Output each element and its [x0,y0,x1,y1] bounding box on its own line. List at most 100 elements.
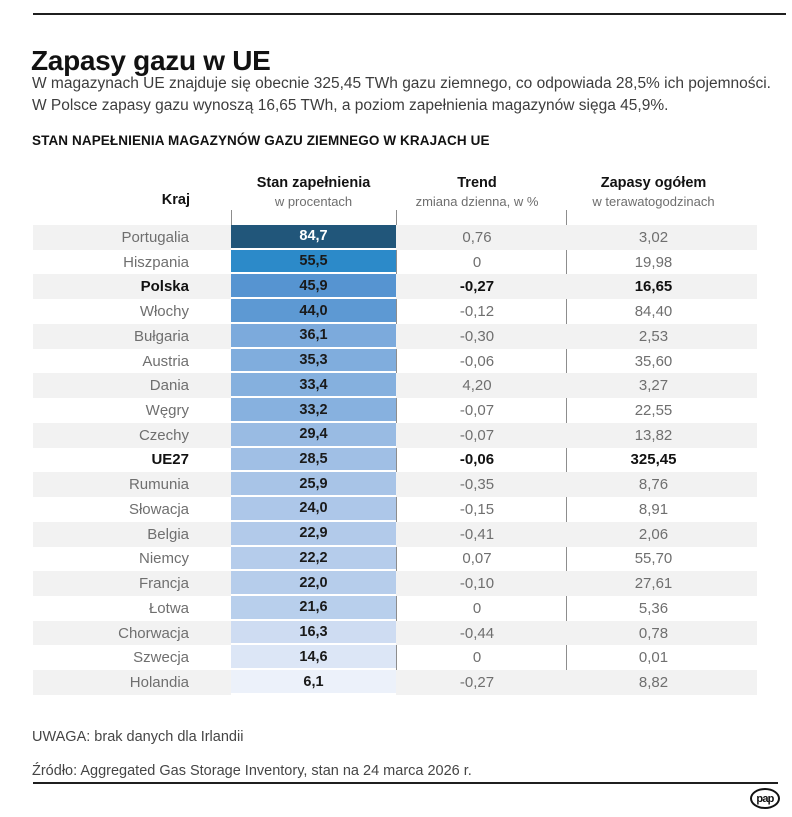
fill-bar-cell: 33,2 [231,398,396,423]
fill-header-title: Stan zapełnienia [256,175,371,191]
trend-cell: -0,06 [459,352,495,370]
table-rows-container: Portugalia 84,7 0,76 3,02 Hiszpania 55,5… [33,225,757,695]
table-row: Czechy 29,4 -0,07 13,82 [33,422,757,448]
country-cell: Dania [149,377,189,395]
country-cell: Portugalia [121,228,189,246]
country-cell: Austria [142,352,189,370]
trend-cell: 0,76 [462,228,492,246]
total-cell: 2,06 [638,525,669,543]
trend-cell: -0,44 [459,624,495,642]
intro-line-2: W Polsce zapasy gazu wynoszą 16,65 TWh, … [32,97,669,114]
fill-bar-cell: 45,9 [231,274,396,300]
table-row: Francja 22,0 -0,10 27,61 [33,571,757,597]
fill-bar-cell: 14,6 [231,645,396,671]
table-row: Chorwacja 16,3 -0,44 0,78 [33,620,757,646]
fill-column-header: Stan zapełnienia w procentach [231,175,396,209]
intro-line-1: W magazynach UE znajduje się obecnie 325… [32,75,771,92]
table-row: Włochy 44,0 -0,12 84,40 [33,299,757,324]
table-row: Rumunia 25,9 -0,35 8,76 [33,472,757,498]
fill-bar-cell: 25,9 [231,472,396,498]
note-text: UWAGA: brak danych dla Irlandii [32,729,244,745]
table-row: Łotwa 21,6 0 5,36 [33,596,757,621]
fill-bar-cell: 16,3 [231,620,396,646]
table-row: Austria 35,3 -0,06 35,60 [33,348,757,374]
trend-header-subtitle: zmiana dzienna, w % [415,194,539,209]
fill-bar-cell: 44,0 [231,299,396,324]
country-cell: Szwecja [133,649,189,667]
trend-cell: -0,06 [459,451,495,469]
country-cell: Czechy [138,426,189,444]
table-row: Portugalia 84,7 0,76 3,02 [33,225,757,250]
trend-cell: 0 [472,649,482,667]
total-cell: 22,55 [634,402,673,419]
table-row: UE27 28,5 -0,06 325,45 [33,447,757,473]
column-divider-right [566,210,567,695]
total-header-title: Zapasy ogółem [600,175,707,191]
total-cell: 3,02 [638,228,669,246]
table-row: Szwecja 14,6 0 0,01 [33,645,757,671]
trend-cell: 0 [472,599,482,617]
trend-cell: -0,35 [459,476,495,494]
fill-bar-cell: 29,4 [231,422,396,448]
fill-bar-cell: 22,9 [231,521,396,547]
total-cell: 19,98 [634,253,673,271]
trend-cell: -0,27 [459,674,495,692]
country-cell: Hiszpania [123,253,189,271]
trend-cell: -0,10 [459,575,495,593]
trend-column-header: Trend zmiana dzienna, w % [396,175,558,209]
total-cell: 55,70 [634,550,673,568]
column-divider-middle [396,210,397,695]
country-cell: Niemcy [138,550,189,568]
total-cell: 5,36 [638,599,669,617]
top-divider [33,13,786,15]
fill-bar-cell: 28,5 [231,447,396,473]
country-cell: Węgry [145,402,189,419]
trend-cell: 4,20 [462,377,492,395]
intro-paragraph: W magazynach UE znajduje się obecnie 325… [32,73,772,117]
fill-bar-cell: 36,1 [231,323,396,349]
trend-cell: 0 [472,253,482,271]
total-cell: 8,91 [638,500,669,518]
trend-cell: -0,12 [459,303,495,321]
fill-bar-cell: 24,0 [231,497,396,522]
trend-cell: -0,41 [459,525,495,543]
fill-bar-cell: 6,1 [231,670,396,695]
country-cell: UE27 [151,451,189,469]
trend-cell: -0,30 [459,327,495,345]
table-row: Niemcy 22,2 0,07 55,70 [33,546,757,572]
country-cell: Polska [140,278,189,296]
fill-bar-cell: 33,4 [231,373,396,399]
fill-bar-cell: 35,3 [231,348,396,374]
total-cell: 8,82 [638,674,669,692]
country-cell: Francja [138,575,189,593]
total-cell: 0,78 [638,624,669,642]
total-column-header: Zapasy ogółem w terawatogodzinach [566,175,741,209]
page-title: Zapasy gazu w UE [31,44,271,76]
total-header-subtitle: w terawatogodzinach [592,194,715,209]
country-cell: Belgia [147,525,189,543]
table-row: Hiszpania 55,5 0 19,98 [33,249,757,275]
table-row: Dania 33,4 4,20 3,27 [33,373,757,399]
total-cell: 16,65 [634,278,673,296]
table-row: Polska 45,9 -0,27 16,65 [33,274,757,300]
fill-bar-cell: 22,2 [231,546,396,572]
total-cell: 84,40 [634,303,673,321]
table-row: Belgia 22,9 -0,41 2,06 [33,521,757,547]
trend-header-title: Trend [457,175,497,191]
trend-cell: -0,15 [459,500,495,518]
total-cell: 13,82 [634,426,673,444]
country-cell: Bułgaria [133,327,189,345]
total-cell: 35,60 [634,352,673,370]
section-title: STAN NAPEŁNIENIA MAGAZYNÓW GAZU ZIEMNEGO… [32,133,490,148]
country-cell: Włochy [139,303,189,321]
fill-bar-cell: 84,7 [231,225,396,250]
fill-bar-cell: 55,5 [231,249,396,275]
country-cell: Łotwa [148,599,189,617]
table-row: Słowacja 24,0 -0,15 8,91 [33,497,757,522]
trend-cell: -0,07 [459,402,495,419]
country-cell: Rumunia [128,476,189,494]
total-cell: 2,53 [638,327,669,345]
total-cell: 3,27 [638,377,669,395]
total-cell: 0,01 [638,649,669,667]
